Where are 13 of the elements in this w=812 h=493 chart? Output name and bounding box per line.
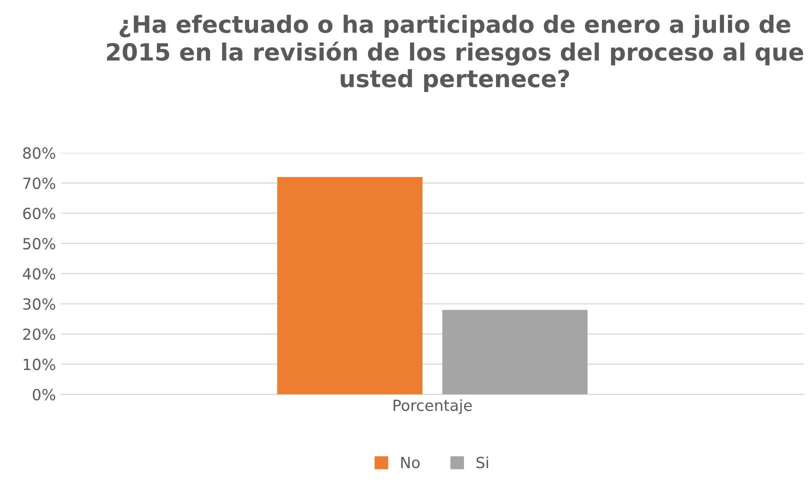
y-tick-label: 70% [23,177,56,190]
y-tick-label: 40% [22,268,56,280]
chart-title: ¿Ha efectuado o ha participado de enero a julio de 2015 en la revisión de los riesgos del proceso al que usted pertenece? [107,14,804,92]
x-tick-label: Porcentaje [394,399,472,414]
y-tick-label: 20% [23,328,56,340]
y-tick-label: 80% [23,147,56,159]
legend-label: Si [476,456,488,468]
y-tick-label: 10% [24,358,56,370]
y-tick-label: 60% [23,208,56,220]
y-tick-label: 50% [23,238,56,250]
y-tick-label: 30% [23,298,56,310]
legend-label: No [401,456,420,468]
y-tick-label: 0% [32,388,56,400]
